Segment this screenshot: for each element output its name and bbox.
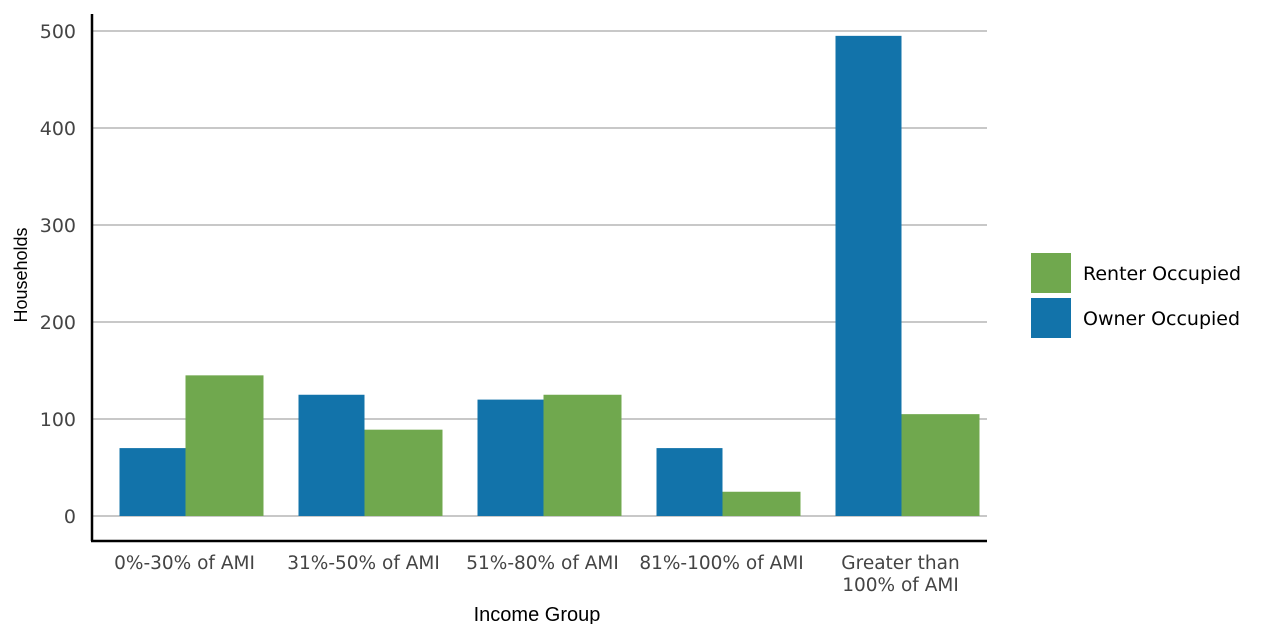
bar-renter-occupied: [185, 375, 264, 516]
axes: [90, 14, 987, 543]
legend-swatch: [1031, 298, 1071, 338]
x-tick-label: 0%-30% of AMI: [114, 553, 255, 574]
y-tick-labels: 0 100 200 300 400 500: [40, 21, 76, 528]
x-axis-label: Income Group: [474, 604, 601, 624]
bar-renter-occupied: [543, 394, 622, 516]
x-tick-label: 31%-50% of AMI: [287, 553, 440, 574]
y-tick-label: 400: [40, 118, 76, 140]
legend-label: Owner Occupied: [1083, 308, 1240, 330]
y-axis-label: Households: [11, 227, 31, 322]
bar-renter-occupied: [722, 491, 801, 516]
y-tick-label: 100: [40, 409, 76, 431]
y-tick-label: 200: [40, 312, 76, 334]
legend-swatch: [1031, 253, 1071, 293]
bar-owner-occupied: [477, 399, 544, 516]
x-tick-label: 51%-80% of AMI: [466, 553, 619, 574]
y-tick-label: 300: [40, 215, 76, 237]
bar-renter-occupied: [364, 429, 443, 516]
legend-label: Renter Occupied: [1083, 263, 1241, 285]
bar-owner-occupied: [119, 448, 186, 516]
bar-renter-occupied: [901, 414, 980, 516]
x-tick-labels: 0%-30% of AMI 31%-50% of AMI 51%-80% of AM…: [114, 553, 960, 596]
y-tick-label: 0: [64, 506, 76, 528]
x-tick-label: 100% of AMI: [842, 575, 959, 596]
bars: [119, 35, 980, 516]
bar-owner-occupied: [298, 394, 365, 516]
bar-owner-occupied: [835, 35, 902, 516]
bar-owner-occupied: [656, 448, 723, 516]
y-tick-label: 500: [40, 21, 76, 43]
x-tick-label: Greater than: [841, 553, 959, 574]
x-tick-label: 81%-100% of AMI: [639, 553, 803, 574]
legend: Renter Occupied Owner Occupied: [1031, 253, 1241, 338]
